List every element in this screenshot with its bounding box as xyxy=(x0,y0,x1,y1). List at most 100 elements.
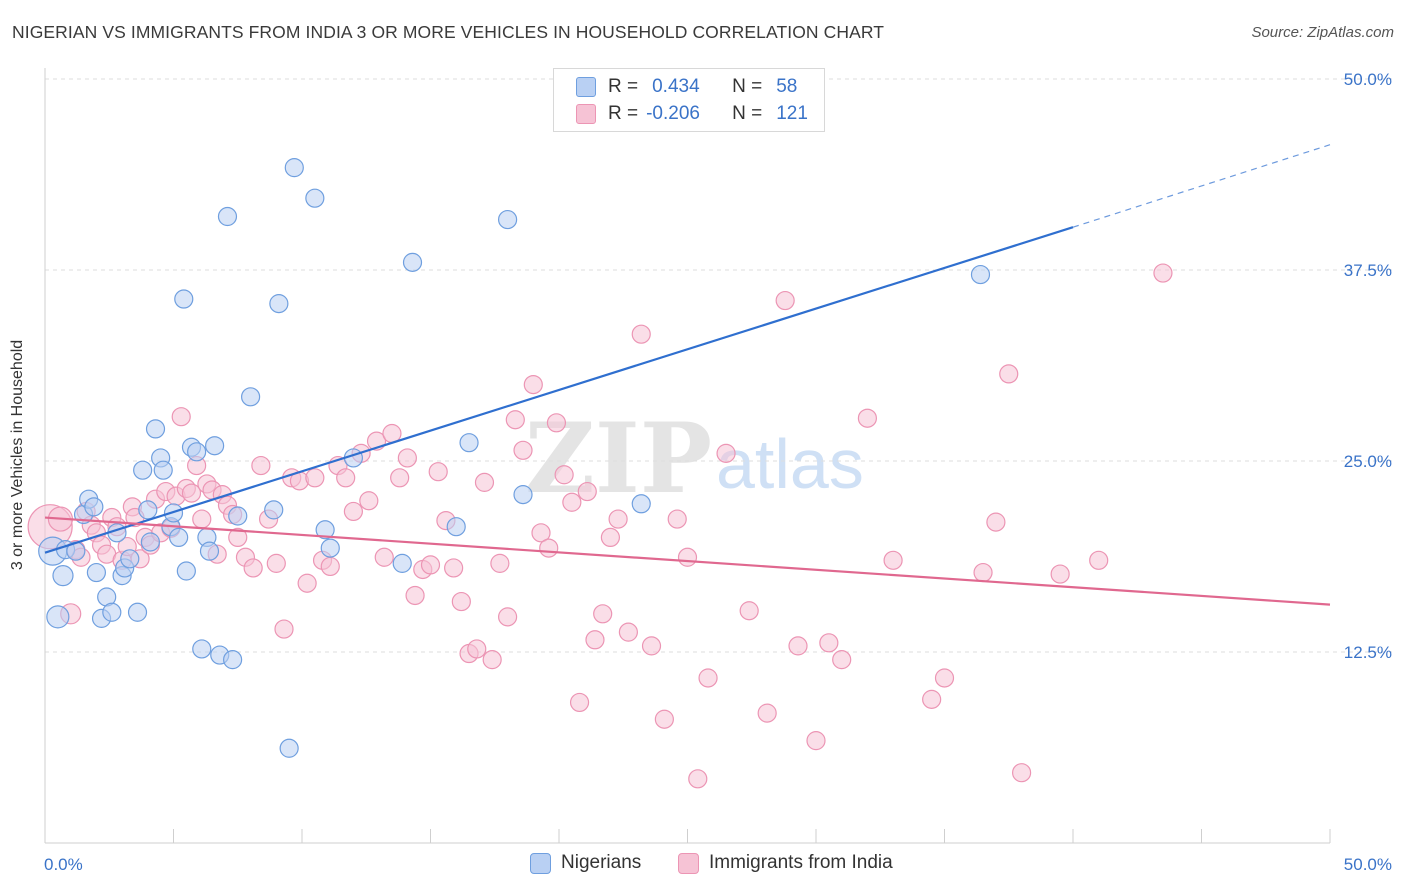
nigerians-point xyxy=(223,650,243,670)
india-point xyxy=(832,650,852,670)
india-point xyxy=(569,692,590,713)
nigerians-point xyxy=(392,553,412,573)
nigerians-point xyxy=(84,497,104,517)
india-point xyxy=(467,639,487,659)
nigerians-trend-line xyxy=(44,226,1074,554)
nigerians-point xyxy=(402,252,423,272)
x-tick-label-min: 0.0% xyxy=(44,855,83,874)
india-point xyxy=(305,468,325,488)
india-point xyxy=(374,547,394,567)
nigerians-trend-extension xyxy=(1072,144,1331,228)
india-point xyxy=(192,509,212,529)
india-point xyxy=(297,573,317,593)
nigerians-point xyxy=(217,206,238,227)
nigerians-point xyxy=(279,738,299,758)
nigerians-point xyxy=(241,387,261,407)
india-point xyxy=(688,769,708,789)
india-point xyxy=(266,553,286,573)
india-point xyxy=(922,689,942,709)
india-point xyxy=(498,607,518,627)
x-tick-label-max: 50.0% xyxy=(1344,855,1392,874)
nigerians-point xyxy=(320,538,340,558)
india-point xyxy=(320,556,340,577)
y-tick-label: 50.0% xyxy=(1344,70,1392,89)
n-label: N = xyxy=(732,103,763,124)
india-point xyxy=(1153,263,1173,283)
india-point xyxy=(1050,564,1070,584)
india-point xyxy=(677,547,698,567)
india-point xyxy=(490,553,510,573)
india-point xyxy=(482,650,502,670)
nigerians-point xyxy=(140,532,160,552)
india-point xyxy=(593,604,613,624)
n-label: N = xyxy=(732,76,763,97)
nigerians-point xyxy=(498,209,518,230)
india-point xyxy=(631,324,651,344)
nigerians-point xyxy=(138,500,158,520)
nigerians-point xyxy=(192,639,212,659)
india-point xyxy=(775,290,795,311)
nigerians-point xyxy=(199,541,220,561)
india-point xyxy=(739,601,759,621)
india-point xyxy=(243,558,263,578)
source-label: Source: ZipAtlas.com xyxy=(1251,24,1394,41)
india-point xyxy=(934,668,955,688)
india-point xyxy=(228,527,248,548)
india-point xyxy=(819,633,839,653)
india-point xyxy=(757,703,777,723)
stats-row-india: R = -0.206 N = 121 xyxy=(576,102,808,126)
india-point xyxy=(641,636,662,656)
india-point xyxy=(716,443,736,463)
nigerians-point xyxy=(269,294,289,314)
legend-label-nigerians: Nigerians xyxy=(561,852,642,873)
r-value: 0.434 xyxy=(652,76,700,97)
nigerians-point xyxy=(513,485,533,505)
nigerians-point xyxy=(145,419,166,439)
nigerians-point xyxy=(133,460,153,480)
nigerians-point xyxy=(228,506,248,526)
india-point xyxy=(531,523,551,543)
legend-item-nigerians[interactable]: Nigerians xyxy=(530,852,641,874)
chart-title: NIGERIAN VS IMMIGRANTS FROM INDIA 3 OR M… xyxy=(12,22,885,42)
india-point xyxy=(806,731,826,751)
stats-row-nigerians: R = 0.434 N = 58 xyxy=(576,75,797,99)
nigerians-point xyxy=(153,460,173,480)
india-point xyxy=(1011,763,1032,783)
india-point xyxy=(405,585,425,606)
nigerians-point xyxy=(86,562,107,583)
nigerians-point xyxy=(52,564,74,587)
india-legend-swatch xyxy=(678,852,699,874)
india-point xyxy=(336,468,356,488)
nigerians-point xyxy=(176,561,196,581)
india-point xyxy=(973,562,993,583)
india-point xyxy=(600,527,621,548)
india-point xyxy=(539,538,559,558)
nigerians-point xyxy=(169,527,189,548)
nigerians-point xyxy=(459,433,479,453)
india-point xyxy=(667,509,687,529)
watermark-atlas: atlas xyxy=(716,425,864,503)
india-point xyxy=(474,472,495,492)
y-tick-label: 25.0% xyxy=(1344,452,1392,471)
india-point xyxy=(618,622,638,642)
india-point xyxy=(420,555,441,575)
india-point xyxy=(577,481,597,502)
india-point xyxy=(857,408,878,428)
n-value: 121 xyxy=(776,103,808,124)
india-point xyxy=(546,413,567,433)
india-point xyxy=(171,407,191,427)
nigerians-point xyxy=(120,549,140,569)
india-point xyxy=(1089,550,1109,570)
stats-legend: R = 0.434 N = 58 R = -0.206 N = 121 xyxy=(553,68,825,132)
india-point xyxy=(359,491,379,511)
india-point xyxy=(513,440,533,460)
india-swatch xyxy=(576,104,596,124)
legend-item-india[interactable]: Immigrants from India xyxy=(678,852,893,874)
nigerians-swatch xyxy=(576,77,596,97)
india-point xyxy=(788,636,808,656)
india-point xyxy=(562,492,582,512)
nigerians-point xyxy=(315,520,335,540)
nigerians-point xyxy=(205,436,225,456)
india-point xyxy=(608,509,628,529)
